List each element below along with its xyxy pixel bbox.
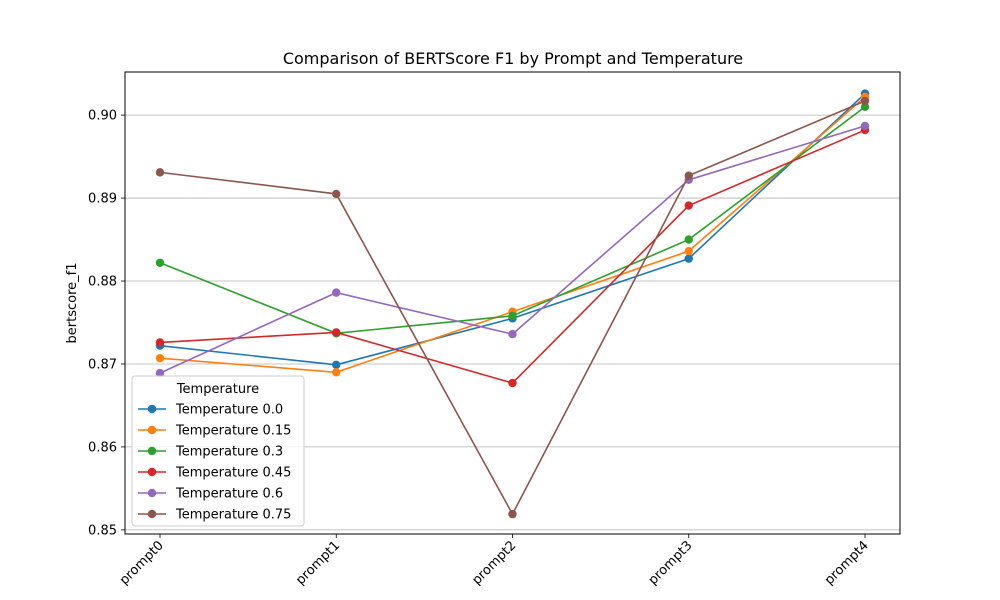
legend: Temperature Temperature 0.0 Temperature 0… [131, 375, 305, 527]
data-point [332, 189, 341, 199]
x-tick-label: prompt3 [646, 538, 696, 588]
legend-label: Temperature 0.0 [175, 403, 283, 418]
series-line [159, 106, 866, 335]
data-point [155, 168, 165, 177]
legend-swatch-marker [147, 446, 157, 456]
data-point [155, 258, 165, 267]
series-line [159, 129, 866, 384]
data-point [860, 121, 870, 131]
data-point [155, 353, 165, 363]
data-point [860, 102, 870, 112]
data-point [155, 368, 165, 378]
data-point [860, 96, 870, 106]
data-point [332, 360, 341, 369]
legend-item: Temperature 0.45 [138, 466, 291, 481]
chart-title: Comparison of BERTScore F1 by Prompt and… [283, 49, 743, 68]
y-axis-label: bertscore_f1 [65, 263, 80, 344]
data-point [508, 329, 517, 339]
legend-label: Temperature 0.75 [175, 508, 291, 523]
x-axis: prompt0 prompt1 prompt2 prompt3 prompt4 [117, 534, 872, 588]
x-tick-label: prompt2 [469, 538, 519, 588]
data-point [332, 288, 341, 297]
series-3 [155, 125, 870, 388]
series-2 [155, 102, 870, 338]
series-4 [155, 121, 870, 378]
legend-item: Temperature 0.15 [138, 424, 291, 439]
y-tick-label: 0.88 [88, 275, 117, 290]
y-tick-label: 0.90 [88, 109, 117, 124]
legend-swatch-marker [147, 509, 157, 519]
data-point [508, 378, 517, 388]
legend-item: Temperature 0.0 [138, 403, 283, 418]
data-point [508, 509, 517, 519]
data-point [684, 235, 693, 244]
y-tick-label: 0.89 [88, 192, 117, 207]
legend-label: Temperature 0.45 [175, 466, 291, 481]
legend-box [131, 375, 305, 527]
data-point [684, 246, 693, 256]
data-point [684, 171, 693, 180]
y-axis: 0.85 0.86 0.87 0.88 0.89 0.90 [88, 109, 125, 538]
x-tick-label: prompt1 [293, 538, 343, 588]
data-point [155, 338, 165, 347]
legend-swatch-marker [147, 404, 157, 414]
series-0 [155, 89, 870, 369]
data-point [684, 201, 693, 210]
legend-swatch-marker [147, 488, 157, 498]
legend-title: Temperature [176, 382, 259, 397]
legend-label: Temperature 0.15 [175, 424, 291, 439]
legend-item: Temperature 0.3 [138, 445, 283, 460]
y-tick-label: 0.85 [88, 523, 117, 538]
data-point [684, 254, 693, 263]
y-tick-label: 0.87 [88, 357, 117, 372]
legend-item: Temperature 0.75 [138, 508, 291, 523]
legend-label: Temperature 0.3 [175, 445, 283, 460]
series-group [155, 89, 870, 519]
legend-swatch-marker [147, 467, 157, 477]
x-tick-label: prompt0 [117, 538, 167, 588]
data-point [332, 328, 341, 337]
legend-item: Temperature 0.6 [138, 487, 283, 502]
data-point [332, 368, 341, 377]
data-point [508, 311, 517, 321]
legend-label: Temperature 0.6 [175, 487, 283, 502]
legend-swatch-marker [147, 425, 157, 435]
series-5 [155, 96, 870, 519]
x-tick-label: prompt4 [822, 538, 872, 588]
y-tick-label: 0.86 [88, 440, 117, 455]
